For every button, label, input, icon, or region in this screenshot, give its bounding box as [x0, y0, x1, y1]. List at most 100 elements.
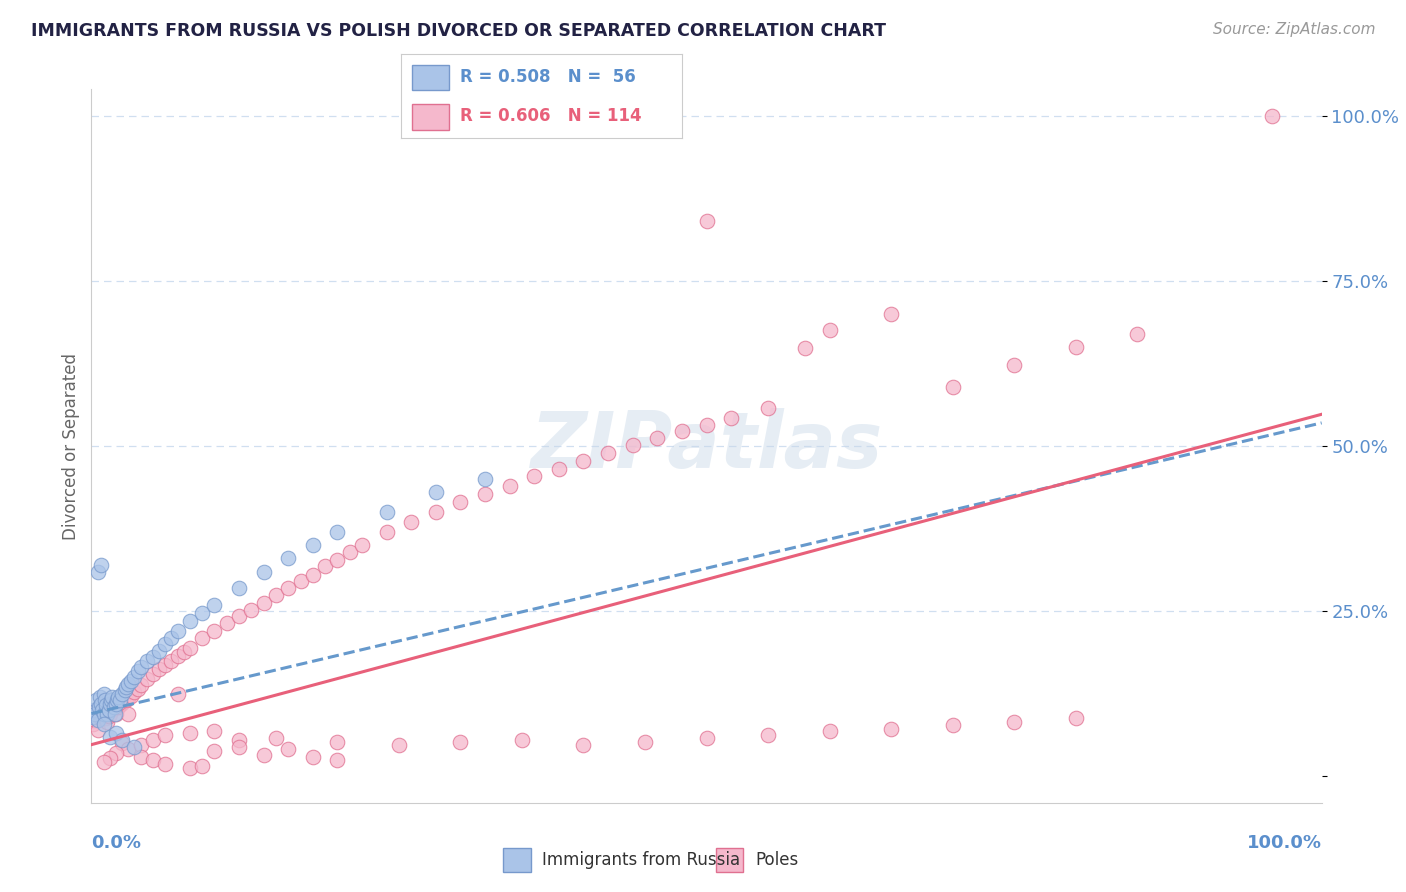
Point — [112, 695, 135, 709]
Point — [572, 738, 595, 752]
Point — [240, 603, 263, 617]
Point — [449, 495, 471, 509]
Point — [105, 706, 127, 721]
Point — [87, 700, 110, 714]
Point — [510, 733, 533, 747]
Point — [142, 650, 165, 665]
Point — [93, 705, 115, 719]
Point — [111, 687, 134, 701]
Point — [756, 401, 779, 415]
Point — [179, 761, 201, 775]
Point — [91, 708, 114, 723]
Point — [96, 715, 118, 730]
Point — [93, 755, 115, 769]
Point — [107, 690, 129, 704]
Point — [89, 690, 111, 704]
Point — [96, 698, 117, 712]
Point — [166, 649, 188, 664]
Point — [166, 687, 188, 701]
Point — [301, 567, 323, 582]
Point — [86, 565, 108, 579]
Point — [941, 718, 963, 732]
Point — [179, 614, 201, 628]
Point — [1064, 711, 1087, 725]
Point — [301, 749, 323, 764]
Point — [120, 689, 142, 703]
Point — [1126, 326, 1149, 341]
Point — [695, 731, 717, 745]
Point — [98, 730, 121, 744]
Point — [108, 693, 131, 707]
Point — [142, 753, 165, 767]
Text: R = 0.508   N =  56: R = 0.508 N = 56 — [460, 69, 636, 87]
Point — [103, 700, 125, 714]
Point — [153, 728, 177, 742]
Point — [179, 726, 201, 740]
Point — [228, 739, 250, 754]
Point — [97, 708, 120, 723]
Point — [326, 552, 349, 566]
Point — [83, 710, 105, 724]
Point — [228, 609, 250, 624]
Point — [388, 738, 411, 752]
Point — [84, 713, 107, 727]
Point — [100, 693, 122, 707]
Point — [127, 664, 149, 678]
Point — [93, 687, 115, 701]
Point — [880, 307, 903, 321]
Point — [129, 738, 152, 752]
Point — [191, 759, 214, 773]
Point — [264, 731, 287, 745]
Point — [352, 538, 374, 552]
Point — [142, 733, 165, 747]
Point — [93, 706, 115, 721]
Point — [202, 724, 225, 739]
Text: Immigrants from Russia: Immigrants from Russia — [543, 851, 741, 869]
Point — [202, 598, 225, 612]
Point — [129, 749, 152, 764]
Point — [1261, 109, 1284, 123]
Text: ZIPatlas: ZIPatlas — [530, 408, 883, 484]
Point — [101, 698, 124, 712]
Point — [82, 716, 104, 731]
Text: 0.0%: 0.0% — [91, 834, 142, 852]
Point — [941, 379, 963, 393]
Point — [793, 341, 815, 355]
Point — [1002, 359, 1025, 373]
Point — [301, 538, 323, 552]
Point — [124, 739, 146, 754]
Point — [228, 733, 250, 747]
Point — [93, 716, 115, 731]
Point — [498, 478, 520, 492]
Point — [83, 703, 105, 717]
Point — [634, 735, 657, 749]
Point — [91, 703, 114, 717]
Point — [111, 736, 134, 750]
Point — [572, 453, 595, 467]
Point — [449, 735, 471, 749]
Point — [277, 551, 299, 566]
Point — [117, 677, 139, 691]
Point — [114, 683, 136, 698]
Point — [86, 693, 108, 707]
Point — [645, 431, 669, 445]
Point — [90, 711, 112, 725]
Point — [228, 581, 250, 595]
Text: R = 0.606   N = 114: R = 0.606 N = 114 — [460, 107, 641, 125]
Text: IMMIGRANTS FROM RUSSIA VS POLISH DIVORCED OR SEPARATED CORRELATION CHART: IMMIGRANTS FROM RUSSIA VS POLISH DIVORCE… — [31, 22, 886, 40]
Point — [425, 485, 447, 500]
Point — [253, 748, 276, 763]
Point — [127, 682, 149, 697]
Point — [215, 616, 238, 631]
Point — [96, 706, 118, 721]
Point — [818, 323, 841, 337]
Point — [756, 728, 779, 742]
Point — [94, 693, 117, 707]
Point — [523, 468, 546, 483]
Point — [425, 505, 447, 519]
Point — [114, 680, 138, 694]
Point — [547, 462, 569, 476]
Point — [375, 524, 398, 539]
Point — [98, 706, 121, 721]
Point — [148, 644, 170, 658]
